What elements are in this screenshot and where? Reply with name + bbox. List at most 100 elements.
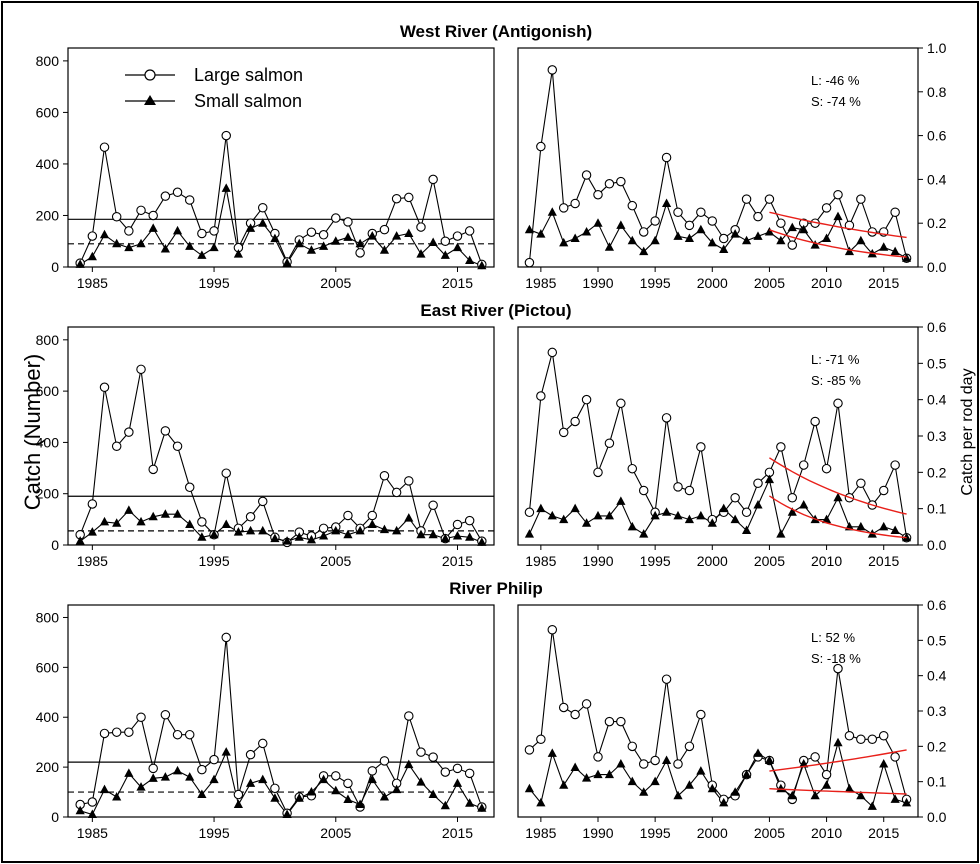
- small-salmon-point: [258, 218, 268, 227]
- small-salmon-point: [730, 787, 740, 796]
- small-salmon-point: [593, 218, 603, 227]
- small-salmon-point: [428, 789, 438, 799]
- small-salmon-point: [730, 514, 740, 524]
- x-tick-label: 1995: [640, 275, 671, 291]
- large-salmon-point: [627, 463, 638, 474]
- small-salmon-point: [136, 782, 146, 791]
- large-salmon-point: [136, 205, 146, 216]
- y-tick-label: 0.2: [927, 464, 947, 480]
- large-salmon-point: [627, 741, 638, 752]
- large-salmon-point: [764, 194, 775, 204]
- small-salmon-point: [245, 525, 256, 535]
- large-salmon-point: [148, 464, 158, 475]
- y-tick-label: 0: [51, 259, 59, 275]
- plot-frame: [67, 326, 495, 546]
- small-salmon-point: [197, 250, 207, 259]
- large-salmon-point: [593, 752, 603, 762]
- small-salmon-point: [650, 235, 660, 245]
- small-salmon-point: [741, 769, 752, 779]
- x-tick-label: 2005: [320, 553, 351, 569]
- large-salmon-point: [379, 224, 390, 235]
- y-tick-label: 0.3: [927, 703, 947, 719]
- large-salmon-point: [696, 442, 706, 452]
- plot-frame: [67, 47, 495, 268]
- large-salmon-point: [197, 517, 207, 527]
- large-salmon-point: [776, 442, 786, 452]
- small-salmon-point: [661, 755, 672, 764]
- large-salmon-point: [391, 193, 402, 204]
- large-salmon-point: [730, 493, 740, 503]
- small-salmon-point: [440, 800, 450, 810]
- small-salmon-point: [270, 533, 280, 543]
- x-tick-label: 1990: [582, 825, 613, 841]
- large-salmon-point: [787, 240, 798, 250]
- small-salmon-point: [547, 748, 557, 757]
- large-salmon-point: [616, 716, 626, 727]
- small-salmon-point: [148, 773, 158, 782]
- small-salmon-point: [367, 774, 377, 784]
- small-salmon-point: [776, 235, 786, 245]
- small-salmon-point: [379, 245, 390, 254]
- large-salmon-line: [529, 629, 908, 801]
- small-salmon-point: [833, 211, 843, 221]
- small-salmon-point: [221, 183, 231, 192]
- small-salmon-point: [343, 232, 353, 241]
- percent-change-label: S: -85 %: [811, 373, 861, 388]
- y-tick-label: 0.5: [927, 355, 947, 371]
- large-salmon-point: [391, 487, 402, 498]
- small-salmon-point: [343, 529, 353, 539]
- y-tick-label: 0.6: [927, 128, 947, 144]
- large-salmon-point: [570, 198, 580, 209]
- small-salmon-point: [753, 748, 763, 757]
- legend: Large salmon Small salmon: [125, 65, 303, 111]
- large-salmon-point: [379, 471, 390, 481]
- panel-3: 1985 1995 2005 2015 0 200 400 600 800: [36, 326, 495, 569]
- small-salmon-trend-line: [769, 229, 907, 258]
- large-salmon-point: [867, 734, 878, 745]
- small-salmon-point: [392, 525, 402, 535]
- small-salmon-point: [753, 231, 763, 240]
- small-salmon-point: [639, 529, 649, 538]
- large-salmon-point: [536, 734, 546, 745]
- small-salmon-point: [245, 778, 256, 787]
- small-salmon-point: [719, 797, 729, 807]
- small-salmon-line: [528, 477, 907, 539]
- y-tick-label: 800: [36, 53, 60, 69]
- large-salmon-point: [184, 482, 195, 493]
- small-salmon-point: [404, 513, 414, 522]
- small-salmon-point: [684, 514, 695, 524]
- large-salmon-point: [209, 754, 219, 765]
- small-salmon-point: [764, 474, 775, 484]
- small-salmon-point: [209, 774, 219, 784]
- large-salmon-point: [124, 427, 134, 437]
- y-tick-label: 400: [36, 709, 60, 725]
- small-salmon-point: [99, 516, 110, 526]
- small-salmon-trend-line: [769, 495, 907, 539]
- large-salmon-point: [245, 749, 256, 760]
- small-salmon-point: [764, 226, 775, 236]
- small-salmon-point: [416, 529, 426, 539]
- y-tick-label: 0.5: [927, 632, 947, 648]
- large-salmon-point: [197, 228, 207, 239]
- large-salmon-point: [160, 191, 171, 201]
- y-tick-label: 0.4: [927, 668, 947, 684]
- large-salmon-point: [547, 624, 558, 635]
- small-salmon-point: [741, 525, 752, 534]
- small-salmon-point: [844, 246, 855, 256]
- small-salmon-point: [160, 243, 170, 253]
- small-salmon-point: [294, 532, 304, 541]
- panel-1: 1985 1995 2005 2015 0 200 400 600 800: [36, 47, 495, 291]
- small-salmon-point: [465, 255, 475, 265]
- small-salmon-point: [844, 783, 855, 793]
- small-salmon-point: [821, 514, 832, 524]
- small-salmon-point: [99, 229, 110, 239]
- small-salmon-point: [404, 228, 414, 238]
- small-salmon-point: [282, 536, 292, 545]
- small-salmon-point: [465, 532, 475, 541]
- large-salmon-point: [464, 515, 475, 526]
- x-tick-label: 1985: [525, 825, 556, 841]
- large-salmon-point: [257, 738, 268, 749]
- plot-frame: [67, 604, 495, 818]
- large-salmon-point: [172, 187, 183, 198]
- small-salmon-point: [75, 259, 85, 268]
